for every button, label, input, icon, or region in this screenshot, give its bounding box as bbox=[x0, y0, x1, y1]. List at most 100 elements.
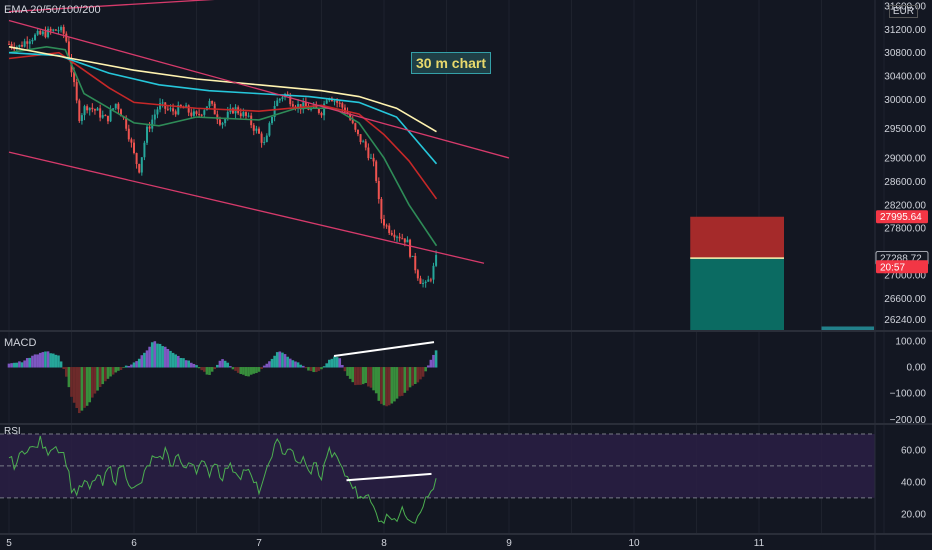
candle-body bbox=[169, 108, 172, 110]
candle-body bbox=[221, 123, 224, 125]
ema-line-0 bbox=[8, 45, 438, 247]
price-tick-label: 26600.00 bbox=[884, 294, 926, 305]
macd-bar bbox=[208, 367, 211, 375]
macd-bar bbox=[413, 367, 417, 385]
rsi-band bbox=[0, 433, 875, 499]
price-tick-label: 30000.00 bbox=[884, 95, 926, 106]
candle-body bbox=[31, 39, 34, 42]
channel-line-0 bbox=[8, 19, 510, 159]
time-tick-label: 8 bbox=[381, 538, 387, 549]
macd-bar bbox=[12, 362, 16, 368]
candle-body bbox=[36, 30, 39, 35]
candle-body bbox=[75, 82, 78, 101]
macd-bar bbox=[354, 367, 357, 386]
macd-bar bbox=[226, 362, 230, 368]
price-axis[interactable]: 31600.00 31200.00 30800.00 30400.00 30000.00… bbox=[884, 1, 926, 520]
macd-bar bbox=[380, 367, 383, 404]
macd-bar bbox=[205, 367, 209, 375]
macd-bar bbox=[195, 365, 198, 368]
candle-body bbox=[41, 31, 44, 35]
currency-label[interactable]: EUR bbox=[888, 5, 918, 18]
macd-bar bbox=[242, 367, 245, 375]
candle-body bbox=[226, 111, 229, 119]
candle-body bbox=[429, 279, 432, 281]
candle-body bbox=[73, 72, 76, 83]
candle-body bbox=[356, 129, 359, 135]
price-tick-label: 28200.00 bbox=[884, 200, 926, 211]
candle-body bbox=[325, 100, 328, 104]
candle-body bbox=[362, 141, 365, 143]
macd-bar bbox=[179, 357, 183, 368]
time-tick-label: 10 bbox=[628, 538, 640, 549]
time-axis[interactable]: 5 6 7 8 9 10 11 bbox=[6, 538, 764, 549]
macd-bar bbox=[393, 367, 396, 402]
macd-bar bbox=[41, 352, 45, 368]
candle-body bbox=[388, 225, 391, 233]
candle-body bbox=[138, 163, 141, 173]
position-box[interactable] bbox=[690, 216, 874, 331]
indicator-legend[interactable]: EMA 20/50/100/200 bbox=[4, 4, 101, 16]
candle-body bbox=[187, 105, 190, 113]
macd-bar bbox=[119, 367, 123, 370]
rsi-legend[interactable]: RSI bbox=[4, 426, 21, 437]
candle-body bbox=[291, 104, 294, 107]
pane-separator bbox=[0, 330, 932, 332]
candle-body bbox=[435, 255, 438, 266]
candle-body bbox=[140, 157, 143, 173]
price-tick-label: 27800.00 bbox=[884, 224, 926, 235]
price-tick-label: 30800.00 bbox=[884, 48, 926, 59]
macd-bar bbox=[288, 358, 292, 368]
candle-body bbox=[414, 255, 417, 271]
macd-bar bbox=[156, 343, 159, 368]
macd-bar bbox=[101, 367, 105, 385]
macd-legend[interactable]: MACD bbox=[4, 337, 37, 349]
macd-bar bbox=[387, 367, 391, 406]
candle-body bbox=[416, 270, 419, 279]
candle-body bbox=[367, 147, 370, 159]
candle-body bbox=[211, 100, 214, 104]
price-tick-label: 27000.00 bbox=[884, 271, 926, 282]
macd-bar bbox=[294, 361, 297, 368]
macd-bar bbox=[333, 356, 336, 368]
candle-body bbox=[383, 219, 385, 226]
macd-bar bbox=[286, 356, 289, 368]
annotation-text-box[interactable]: 30 m chart bbox=[411, 52, 492, 74]
macd-bar bbox=[322, 366, 326, 368]
macd-bar bbox=[314, 367, 318, 373]
macd-bar bbox=[91, 367, 94, 398]
macd-bar bbox=[38, 352, 42, 368]
macd-bar bbox=[64, 367, 68, 377]
macd-bar bbox=[359, 367, 362, 385]
price-tick-label: 28600.00 bbox=[884, 177, 926, 188]
candle-body bbox=[317, 108, 320, 113]
stop-loss-zone bbox=[690, 216, 784, 259]
macd-bar bbox=[54, 354, 58, 368]
macd-bar bbox=[216, 364, 219, 368]
price-tick-label: 26240.00 bbox=[884, 315, 926, 326]
candle-body bbox=[276, 100, 279, 107]
candle-body bbox=[250, 115, 253, 126]
macd-bar bbox=[307, 367, 310, 371]
candle-body bbox=[263, 141, 266, 143]
candle-body bbox=[130, 139, 133, 143]
price-label-text: 20:57 bbox=[880, 262, 905, 273]
macd-bar bbox=[31, 355, 34, 368]
macd-bar bbox=[390, 367, 394, 404]
candle-body bbox=[297, 104, 300, 109]
candle-body bbox=[83, 106, 86, 116]
candle-body bbox=[190, 112, 193, 116]
macd-bar bbox=[408, 367, 412, 388]
macd-bar bbox=[88, 367, 92, 403]
macd-bar bbox=[309, 367, 313, 372]
trend-channel-lines[interactable] bbox=[8, 0, 510, 264]
macd-bar bbox=[174, 354, 177, 368]
divergence-lines[interactable] bbox=[333, 341, 435, 482]
macd-bar bbox=[434, 350, 438, 368]
candle-body bbox=[302, 102, 305, 110]
candle-body bbox=[390, 232, 393, 235]
macd-tick-label: 0.00 bbox=[907, 363, 927, 374]
candle-body bbox=[47, 28, 50, 38]
